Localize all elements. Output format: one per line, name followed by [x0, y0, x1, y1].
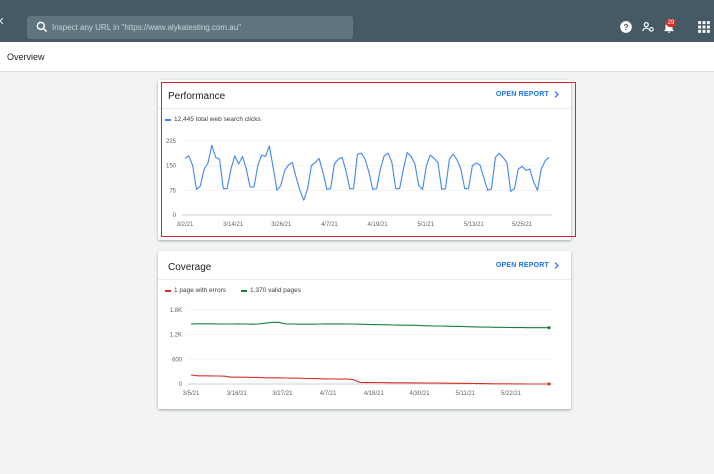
x-tick-label: 3/5/21	[183, 391, 200, 397]
y-tick-label: 1.2K	[170, 333, 182, 339]
y-tick-label: 0	[179, 382, 183, 388]
series-end-point	[547, 382, 551, 386]
legend-swatch-errors	[165, 289, 171, 292]
x-tick-label: 5/13/21	[464, 222, 485, 228]
legend-label-valid: 1,370 valid pages	[250, 287, 301, 294]
x-tick-label: 4/7/21	[321, 222, 338, 228]
url-inspection-search[interactable]	[27, 16, 353, 39]
performance-card: Performance OPEN REPORT 12,445 total web…	[158, 80, 571, 240]
legend-swatch-clicks	[165, 118, 171, 121]
x-tick-label: 3/2/21	[177, 222, 194, 228]
legend-label-clicks: 12,445 total web search clicks	[174, 116, 261, 123]
card-divider	[158, 279, 571, 280]
x-tick-label: 5/25/21	[512, 222, 533, 228]
y-tick-label: 1.8K	[170, 308, 182, 314]
x-tick-label: 3/27/21	[272, 391, 293, 397]
open-report-label: OPEN REPORT	[495, 91, 549, 98]
coverage-title: Coverage	[168, 262, 212, 273]
series-line[interactable]	[184, 144, 550, 201]
chevron-right-icon	[554, 262, 559, 269]
y-tick-label: 600	[172, 357, 183, 363]
y-tick-label: 75	[169, 188, 176, 194]
x-tick-label: 5/11/21	[455, 391, 475, 397]
search-input[interactable]	[52, 16, 348, 39]
x-tick-label: 3/26/21	[271, 222, 292, 228]
notification-count-badge: 29	[666, 19, 676, 27]
manage-users-icon[interactable]	[641, 20, 655, 34]
x-tick-label: 3/16/21	[227, 391, 248, 397]
series-end-point	[547, 326, 551, 330]
legend-swatch-valid	[241, 289, 247, 292]
performance-legend[interactable]: 12,445 total web search clicks	[165, 116, 261, 123]
search-icon	[36, 21, 48, 33]
x-tick-label: 4/30/21	[410, 391, 431, 397]
series-line[interactable]	[190, 374, 549, 385]
performance-chart: 225 150 75 03/2/21 3/14/21 3/26/21 4/7/21 4/19/…	[166, 139, 552, 228]
legend-errors[interactable]: 1 page with errors	[165, 287, 226, 294]
legend-valid[interactable]: 1,370 valid pages	[241, 287, 301, 294]
performance-open-report-link[interactable]: OPEN REPORT	[496, 91, 559, 98]
performance-title: Performance	[168, 91, 226, 102]
y-tick-label: 225	[166, 139, 177, 145]
coverage-card: Coverage OPEN REPORT 1 page with errors …	[158, 251, 571, 409]
x-tick-label: 4/19/21	[368, 222, 389, 228]
back-arrow-icon[interactable]	[0, 18, 4, 24]
apps-grid-icon[interactable]	[697, 20, 711, 34]
x-tick-label: 4/18/21	[364, 391, 385, 397]
coverage-chart: 1.8K 1.2K 600 03/5/21 3/16/21 3/27/21 4/7/21 4/…	[170, 308, 552, 397]
y-tick-label: 0	[173, 213, 177, 219]
legend-label-errors: 1 page with errors	[174, 287, 227, 294]
x-tick-label: 3/14/21	[223, 222, 244, 228]
card-divider	[158, 108, 571, 109]
coverage-open-report-link[interactable]: OPEN REPORT	[496, 262, 559, 269]
help-icon[interactable]: ?	[619, 20, 633, 34]
svg-text:?: ?	[624, 23, 629, 32]
page-title: Overview	[7, 52, 45, 62]
x-tick-label: 5/1/21	[417, 222, 434, 228]
series-line[interactable]	[190, 321, 549, 329]
y-tick-label: 150	[166, 164, 177, 170]
open-report-label: OPEN REPORT	[495, 262, 549, 269]
chevron-right-icon	[554, 91, 559, 98]
x-tick-label: 4/7/21	[320, 391, 337, 397]
top-app-bar: ? 29	[0, 0, 714, 42]
x-tick-label: 5/22/21	[501, 391, 522, 397]
page-header: Overview	[0, 42, 714, 72]
